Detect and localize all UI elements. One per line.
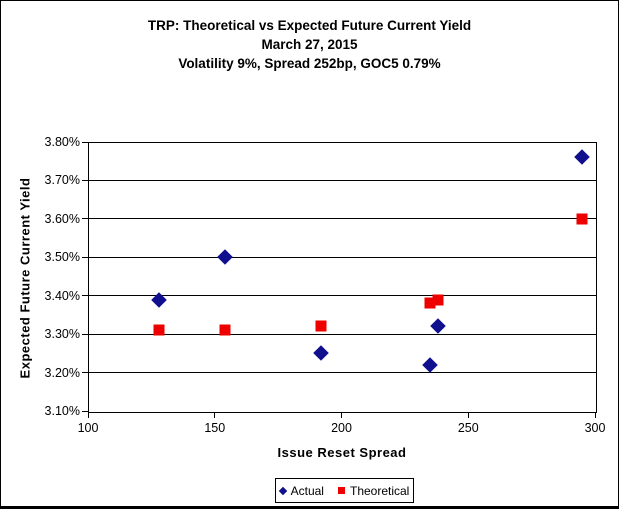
y-tick-label: 3.20% (44, 365, 80, 380)
x-axis-tick (87, 412, 89, 418)
gridline (88, 179, 596, 181)
x-tick-label: 300 (584, 421, 606, 435)
data-point-theoretical (576, 213, 588, 225)
y-axis-tick (82, 256, 88, 258)
y-tick-label: 3.60% (44, 211, 80, 226)
gridline (88, 256, 596, 258)
plot-area (88, 142, 597, 413)
y-tick-label: 3.30% (44, 327, 80, 342)
gridline (88, 372, 596, 374)
y-tick-label: 3.10% (44, 404, 80, 418)
gridline (88, 218, 596, 220)
x-tick-label: 100 (77, 421, 99, 435)
y-axis-tick (82, 141, 88, 143)
y-axis-tick (82, 333, 88, 335)
y-tick-label: 3.80% (44, 135, 80, 149)
y-axis-tick (82, 179, 88, 181)
chart-title: TRP: Theoretical vs Expected Future Curr… (147, 18, 472, 33)
data-point-theoretical (315, 320, 327, 332)
x-axis-tick (467, 412, 469, 418)
data-point-theoretical (219, 324, 231, 336)
y-tick-label: 3.40% (44, 288, 80, 303)
x-tick-label: 200 (331, 421, 352, 435)
chart-subtitle-params: Volatility 9%, Spread 252bp, GOC5 0.79% (178, 56, 441, 71)
y-axis-title: Expected Future Current Yield (17, 177, 33, 379)
legend-label-theoretical: Theoretical (349, 483, 410, 498)
legend-item-actual: Actual (278, 483, 324, 498)
gridline (88, 333, 596, 335)
x-axis-tick (341, 412, 342, 418)
chart-title-block: TRP: Theoretical vs Expected Future Curr… (1, 16, 618, 73)
data-point-theoretical (153, 324, 165, 336)
y-tick-label: 3.70% (44, 173, 80, 188)
x-axis-tick (594, 412, 596, 418)
square-icon (337, 487, 345, 494)
data-point-theoretical (424, 297, 436, 309)
y-axis-tick (82, 295, 88, 297)
data-point-theoretical (432, 294, 444, 306)
y-axis-tick (82, 410, 88, 412)
legend-item-theoretical: Theoretical (337, 483, 410, 498)
y-axis-tick (82, 372, 88, 374)
gridline (88, 295, 596, 297)
chart-subtitle-date: March 27, 2015 (261, 37, 358, 52)
legend-label-actual: Actual (290, 483, 324, 498)
x-axis-tick (214, 412, 216, 418)
y-tick-label: 3.50% (44, 250, 80, 265)
diamond-icon (278, 486, 287, 495)
legend: Actual Theoretical (275, 478, 414, 503)
y-axis-tick (82, 218, 88, 220)
x-tick-label: 250 (457, 421, 479, 435)
x-tick-label: 150 (204, 421, 226, 435)
x-axis-title: Issue Reset Spread (277, 445, 407, 460)
